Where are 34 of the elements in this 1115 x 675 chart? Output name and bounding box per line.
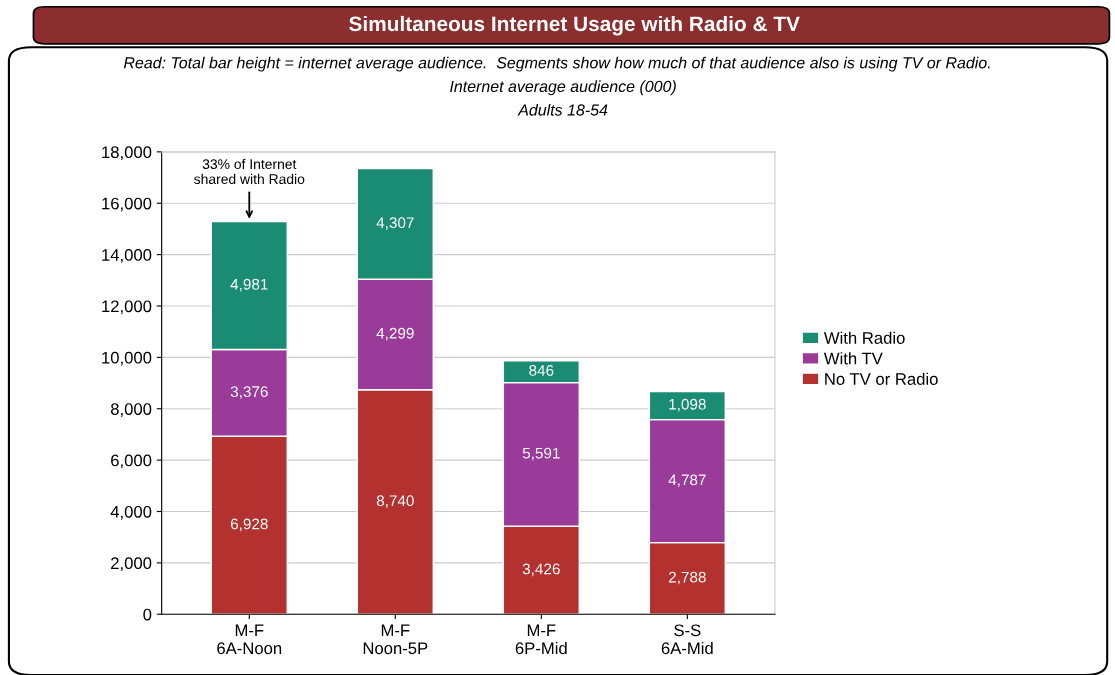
data-label: 4,299 xyxy=(376,327,414,341)
data-label: 2,788 xyxy=(668,571,706,585)
x-tick-label: M-F 6P-Mid xyxy=(515,624,567,655)
data-label: 5,591 xyxy=(522,447,560,461)
data-label: 6,928 xyxy=(230,518,268,532)
y-tick-label: 4,000 xyxy=(110,505,152,520)
data-label: 846 xyxy=(529,365,554,376)
chart-title: Simultaneous Internet Usage with Radio & TV xyxy=(349,15,800,36)
data-label: 4,307 xyxy=(376,217,414,230)
y-tick-label: 16,000 xyxy=(102,197,152,212)
text: Internet average audience (000) xyxy=(450,80,676,96)
data-label: 3,426 xyxy=(522,563,560,577)
x-tick-label: S-S 6A-Mid xyxy=(661,624,713,655)
y-tick-label: 10,000 xyxy=(102,351,152,366)
data-label: 1,098 xyxy=(669,398,706,412)
chart-subtitle: Read: Total bar height = internet average audience. Segments show how much of that audience also is using TV or Radio. xyxy=(123,56,990,72)
y-tick-label: 6,000 xyxy=(111,454,152,469)
y-tick-label: 8,000 xyxy=(110,403,152,417)
x-tick-label: M-F Noon-5P xyxy=(363,624,428,655)
y-tick-label: 18,000 xyxy=(102,146,152,161)
y-tick-label: 2,000 xyxy=(111,557,152,572)
legend-label: With Radio xyxy=(823,331,905,344)
text: Adults 18-54 xyxy=(517,103,608,116)
data-label: 4,981 xyxy=(230,278,268,292)
y-tick-label: 14,000 xyxy=(102,249,152,263)
legend-label: No TV or Radio xyxy=(825,372,938,385)
y-tick-label: 0 xyxy=(143,608,152,621)
annotation: 33% of Internet shared with Radio xyxy=(194,158,305,185)
legend-label: With TV xyxy=(823,352,883,365)
data-label: 4,787 xyxy=(668,474,706,488)
data-label: 3,376 xyxy=(230,386,268,399)
x-tick-label: M-F 6A-Noon xyxy=(217,624,282,655)
data-label: 8,740 xyxy=(376,495,414,508)
y-tick-label: 12,000 xyxy=(102,300,152,315)
